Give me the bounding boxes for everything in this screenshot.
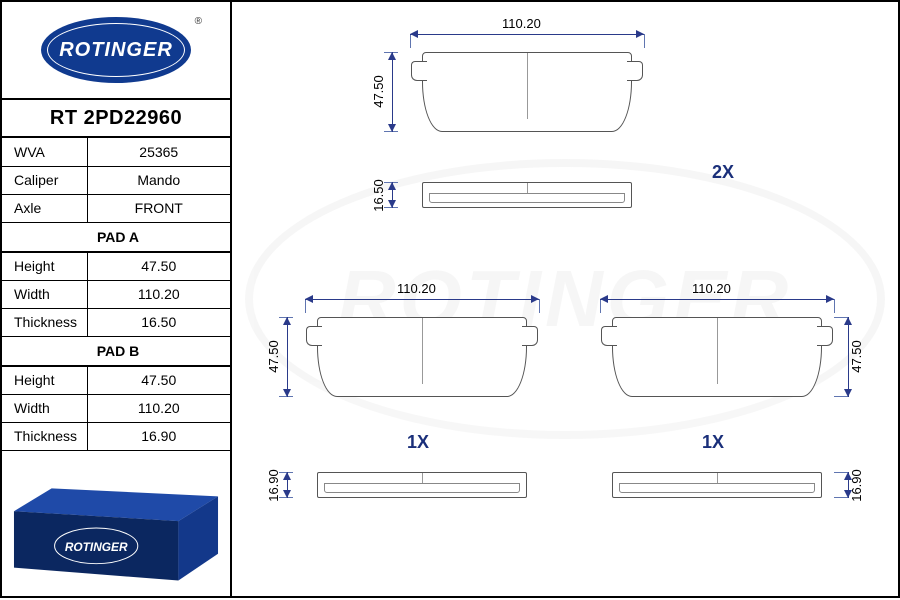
rotinger-logo: ROTINGER: [41, 17, 191, 83]
dim-bl-thick: 16.90: [266, 469, 281, 502]
spec-table: WVA25365 CaliperMando AxleFRONT PAD A He…: [2, 138, 230, 451]
pad-top-side: 16.50: [422, 182, 632, 208]
row-caliper: CaliperMando: [2, 166, 230, 194]
dim-br-height: 47.50: [849, 340, 864, 373]
diagram-panel: ROTINGER 110.20 47.50: [232, 2, 898, 596]
row-wva: WVA25365: [2, 138, 230, 166]
pad-top-group: 110.20 47.50: [422, 52, 632, 132]
row-b-thickness: Thickness16.90: [2, 422, 230, 450]
pad-a-header: PAD A: [2, 222, 230, 252]
pad-br-side: 16.90: [612, 472, 822, 498]
part-number: RT 2PD22960: [2, 100, 230, 138]
product-box-image: ROTINGER: [2, 451, 230, 597]
dim-top-width: 110.20: [502, 16, 541, 31]
dim-br-thick: 16.90: [849, 469, 864, 502]
dim-bl-width: 110.20: [397, 281, 436, 296]
row-a-width: Width110.20: [2, 280, 230, 308]
logo-area: ROTINGER ®: [2, 2, 230, 100]
dim-top-thick: 16.50: [371, 179, 386, 212]
pad-bl-group: 110.20 47.50: [317, 317, 527, 397]
pad-br-group: 110.20 47.50: [612, 317, 822, 397]
dim-bl-height: 47.50: [266, 340, 281, 373]
row-a-height: Height47.50: [2, 252, 230, 280]
row-axle: AxleFRONT: [2, 194, 230, 222]
pad-front-view: [317, 317, 527, 397]
datasheet-frame: ROTINGER ® RT 2PD22960 WVA25365 CaliperM…: [0, 0, 900, 598]
qty-top: 2X: [712, 162, 734, 183]
row-b-height: Height47.50: [2, 366, 230, 394]
row-b-width: Width110.20: [2, 394, 230, 422]
dim-top-height: 47.50: [371, 75, 386, 108]
svg-text:ROTINGER: ROTINGER: [65, 540, 128, 554]
row-a-thickness: Thickness16.50: [2, 308, 230, 336]
qty-bl: 1X: [407, 432, 429, 453]
pad-front-view: [422, 52, 632, 132]
qty-br: 1X: [702, 432, 724, 453]
registered-mark: ®: [195, 16, 202, 27]
left-panel: ROTINGER ® RT 2PD22960 WVA25365 CaliperM…: [2, 2, 232, 596]
pad-b-header: PAD B: [2, 336, 230, 366]
pad-bl-side: 16.90: [317, 472, 527, 498]
pad-front-view: [612, 317, 822, 397]
dim-br-width: 110.20: [692, 281, 731, 296]
